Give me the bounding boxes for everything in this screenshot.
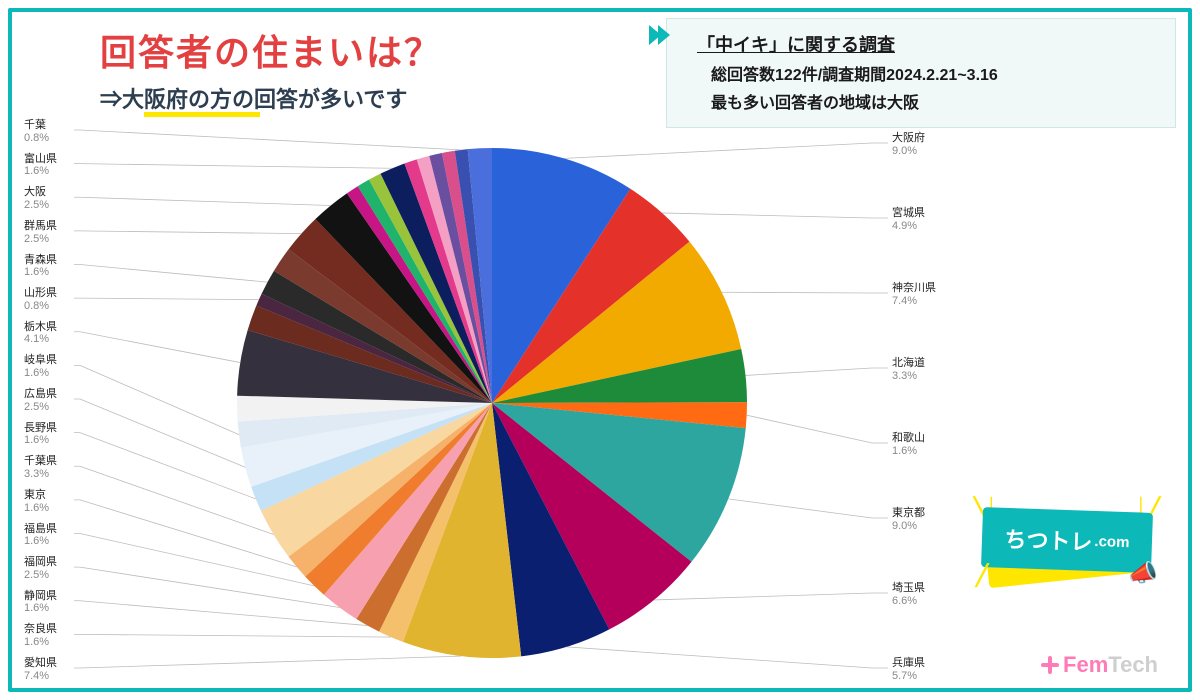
pie-label: 群馬県2.5%: [24, 220, 57, 245]
pie-label: 愛知県7.4%: [24, 657, 57, 682]
pie-label: 大阪2.5%: [24, 186, 49, 211]
page-subtitle: ⇒大阪府の方の回答が多いです: [100, 82, 442, 114]
pie-label: 福島県1.6%: [24, 523, 57, 548]
survey-info-box: 「中イキ」に関する調査 総回答数122件/調査期間2024.2.21~3.16 …: [666, 18, 1176, 128]
pie-label: 奈良県1.6%: [24, 623, 57, 648]
pie-label: 埼玉県6.6%: [892, 582, 925, 607]
info-arrow-icon: [649, 25, 667, 45]
pie-label: 和歌山1.6%: [892, 432, 925, 457]
pie-label: 青森県1.6%: [24, 254, 57, 279]
pie-label: 静岡県1.6%: [24, 590, 57, 615]
header: 回答者の住まいは？ ⇒大阪府の方の回答が多いです: [100, 24, 442, 114]
info-line-2: 総回答数122件/調査期間2024.2.21~3.16: [697, 61, 1157, 85]
badge-text: ちつトレ: [1004, 522, 1093, 557]
pie-label: 長野県1.6%: [24, 422, 57, 447]
pie-label: 富山県1.6%: [24, 153, 57, 178]
pie-label: 東京都9.0%: [892, 507, 925, 532]
pie-label: 神奈川県7.4%: [892, 282, 936, 307]
pie-label: 兵庫県5.7%: [892, 657, 925, 682]
megaphone-icon: 📣: [1128, 559, 1158, 588]
info-line-3: 最も多い回答者の地域は大阪: [697, 89, 1157, 113]
spark-icon: ╱: [976, 563, 988, 588]
info-line-1: 「中イキ」に関する調査: [697, 31, 1157, 57]
pie-label: 千葉0.8%: [24, 119, 49, 144]
pie-label: 大阪府9.0%: [892, 132, 925, 157]
pie-label: 広島県2.5%: [24, 388, 57, 413]
femtech-logo: FemTech: [1041, 652, 1158, 678]
plus-icon: [1041, 656, 1059, 674]
pie-label: 山形県0.8%: [24, 287, 57, 312]
pie-label: 宮城県4.9%: [892, 207, 925, 232]
pie-chart: 大阪府9.0% 宮城県4.9% 神奈川県7.4% 北海道3.3% 和歌山1.6% 東京都9…: [22, 128, 962, 673]
pie-label: 栃木県4.1%: [24, 321, 57, 346]
badge-domain: .com: [1094, 532, 1130, 550]
pie-label: 福岡県2.5%: [24, 556, 57, 581]
pie-label: 岐阜県1.6%: [24, 354, 57, 379]
pie-label: 東京1.6%: [24, 489, 49, 514]
site-badge: ╲│ │╱ ちつトレ.com ╱ 📣: [982, 510, 1152, 570]
page-title: 回答者の住まいは？: [100, 24, 442, 76]
pie-label: 千葉県3.3%: [24, 455, 57, 480]
pie-label: 北海道3.3%: [892, 357, 925, 382]
